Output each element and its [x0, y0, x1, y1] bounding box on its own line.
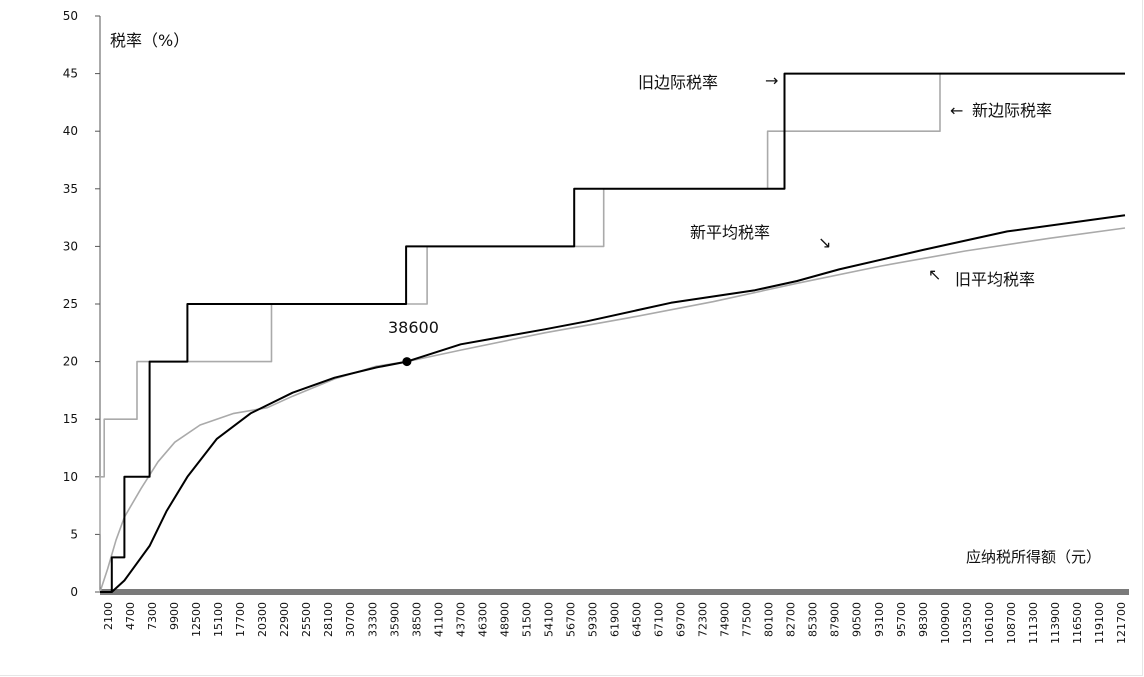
y-tick-label: 50 [63, 9, 78, 23]
y-tick-labels: 0 5 10 15 20 25 30 35 40 45 50 [63, 9, 78, 599]
x-tick-label: 106100 [983, 602, 996, 644]
x-tick-label: 46300 [476, 602, 489, 637]
x-tick-label: 9900 [168, 602, 181, 630]
x-tick-label: 12500 [190, 602, 203, 637]
x-tick-label: 17700 [234, 602, 247, 637]
point-38600-marker [402, 357, 412, 367]
x-tick-labels: 2100 4700 7300 9900 12500 15100 17700 20300 2290… [102, 602, 1128, 644]
x-tick-label: 95700 [895, 602, 908, 637]
x-tick-label: 108700 [1005, 602, 1018, 644]
y-tick-label: 20 [63, 355, 78, 369]
x-tick-label: 74900 [719, 602, 732, 637]
x-tick-label: 121700 [1115, 602, 1128, 644]
y-tick-label: 10 [63, 470, 78, 484]
x-tick-label: 113900 [1049, 602, 1062, 644]
x-tick-label: 54100 [542, 602, 555, 637]
x-tick-label: 35900 [388, 602, 401, 637]
y-tick-label: 0 [70, 585, 78, 599]
x-axis-line [100, 589, 1129, 595]
x-tick-label: 103500 [961, 602, 974, 644]
y-tick-label: 35 [63, 182, 78, 196]
x-tick-label: 98300 [917, 602, 930, 637]
x-tick-label: 61900 [609, 602, 622, 637]
x-tick-label: 116500 [1071, 602, 1084, 644]
x-tick-label: 85300 [807, 602, 820, 637]
x-tick-label: 22900 [278, 602, 291, 637]
x-tick-label: 28100 [322, 602, 335, 637]
x-tick-label: 67100 [653, 602, 666, 637]
x-tick-label: 82700 [785, 602, 798, 637]
x-tick-label: 119100 [1093, 602, 1106, 644]
x-tick-label: 90500 [851, 602, 864, 637]
x-tick-label: 43700 [454, 602, 467, 637]
x-tick-label: 2100 [102, 602, 115, 630]
x-tick-label: 77500 [741, 602, 754, 637]
arrow-new-average-rate: ↘ [818, 233, 831, 252]
x-tick-label: 25500 [300, 602, 313, 637]
series-lines [99, 72, 1126, 593]
old-average-rate-line [99, 227, 1126, 593]
legend-old-marginal-rate: 旧边际税率 [638, 73, 718, 92]
x-tick-label: 69700 [675, 602, 688, 637]
y-axis-label: 税率（%） [110, 31, 189, 50]
x-tick-label: 20300 [256, 602, 269, 637]
x-tick-label: 56700 [564, 602, 577, 637]
x-tick-label: 100900 [939, 602, 952, 644]
x-tick-label: 64500 [631, 602, 644, 637]
arrow-new-marginal-rate: ← [950, 101, 963, 120]
x-tick-label: 7300 [146, 602, 159, 630]
old-marginal-rate-line [100, 72, 1125, 593]
x-axis-label: 应纳税所得额（元） [966, 548, 1101, 566]
x-tick-label: 87900 [829, 602, 842, 637]
legend-new-average-rate: 新平均税率 [690, 223, 770, 242]
x-tick-label: 33300 [366, 602, 379, 637]
x-tick-label: 59300 [586, 602, 599, 637]
legend-new-marginal-rate: 新边际税率 [972, 101, 1052, 120]
legend-old-average-rate: 旧平均税率 [955, 270, 1035, 289]
x-tick-label: 111300 [1027, 602, 1040, 644]
x-tick-label: 51500 [520, 602, 533, 637]
x-tick-label: 72300 [697, 602, 710, 637]
x-tick-label: 80100 [763, 602, 776, 637]
annotation-marks [402, 357, 412, 367]
x-tick-label: 4700 [124, 602, 137, 630]
y-tick-label: 15 [63, 412, 78, 426]
x-tick-label: 30700 [344, 602, 357, 637]
y-tick-label: 30 [63, 239, 78, 253]
x-tick-label: 93100 [873, 602, 886, 637]
y-tick-label: 5 [70, 527, 78, 541]
arrow-old-average-rate: ↖ [928, 265, 941, 284]
y-tick-label: 45 [63, 67, 78, 81]
new-average-rate-line [111, 214, 1126, 593]
x-tick-label: 41100 [432, 602, 445, 637]
x-axis [100, 589, 1129, 595]
x-tick-label: 38500 [410, 602, 423, 637]
y-tick-label: 40 [63, 124, 78, 138]
arrow-old-marginal-rate: → [765, 71, 778, 90]
y-tick-label: 25 [63, 297, 78, 311]
new-marginal-rate-line [99, 72, 1125, 535]
x-tick-label: 48900 [498, 602, 511, 637]
point-label-38600: 38600 [388, 318, 439, 337]
x-tick-label: 15100 [212, 602, 225, 637]
